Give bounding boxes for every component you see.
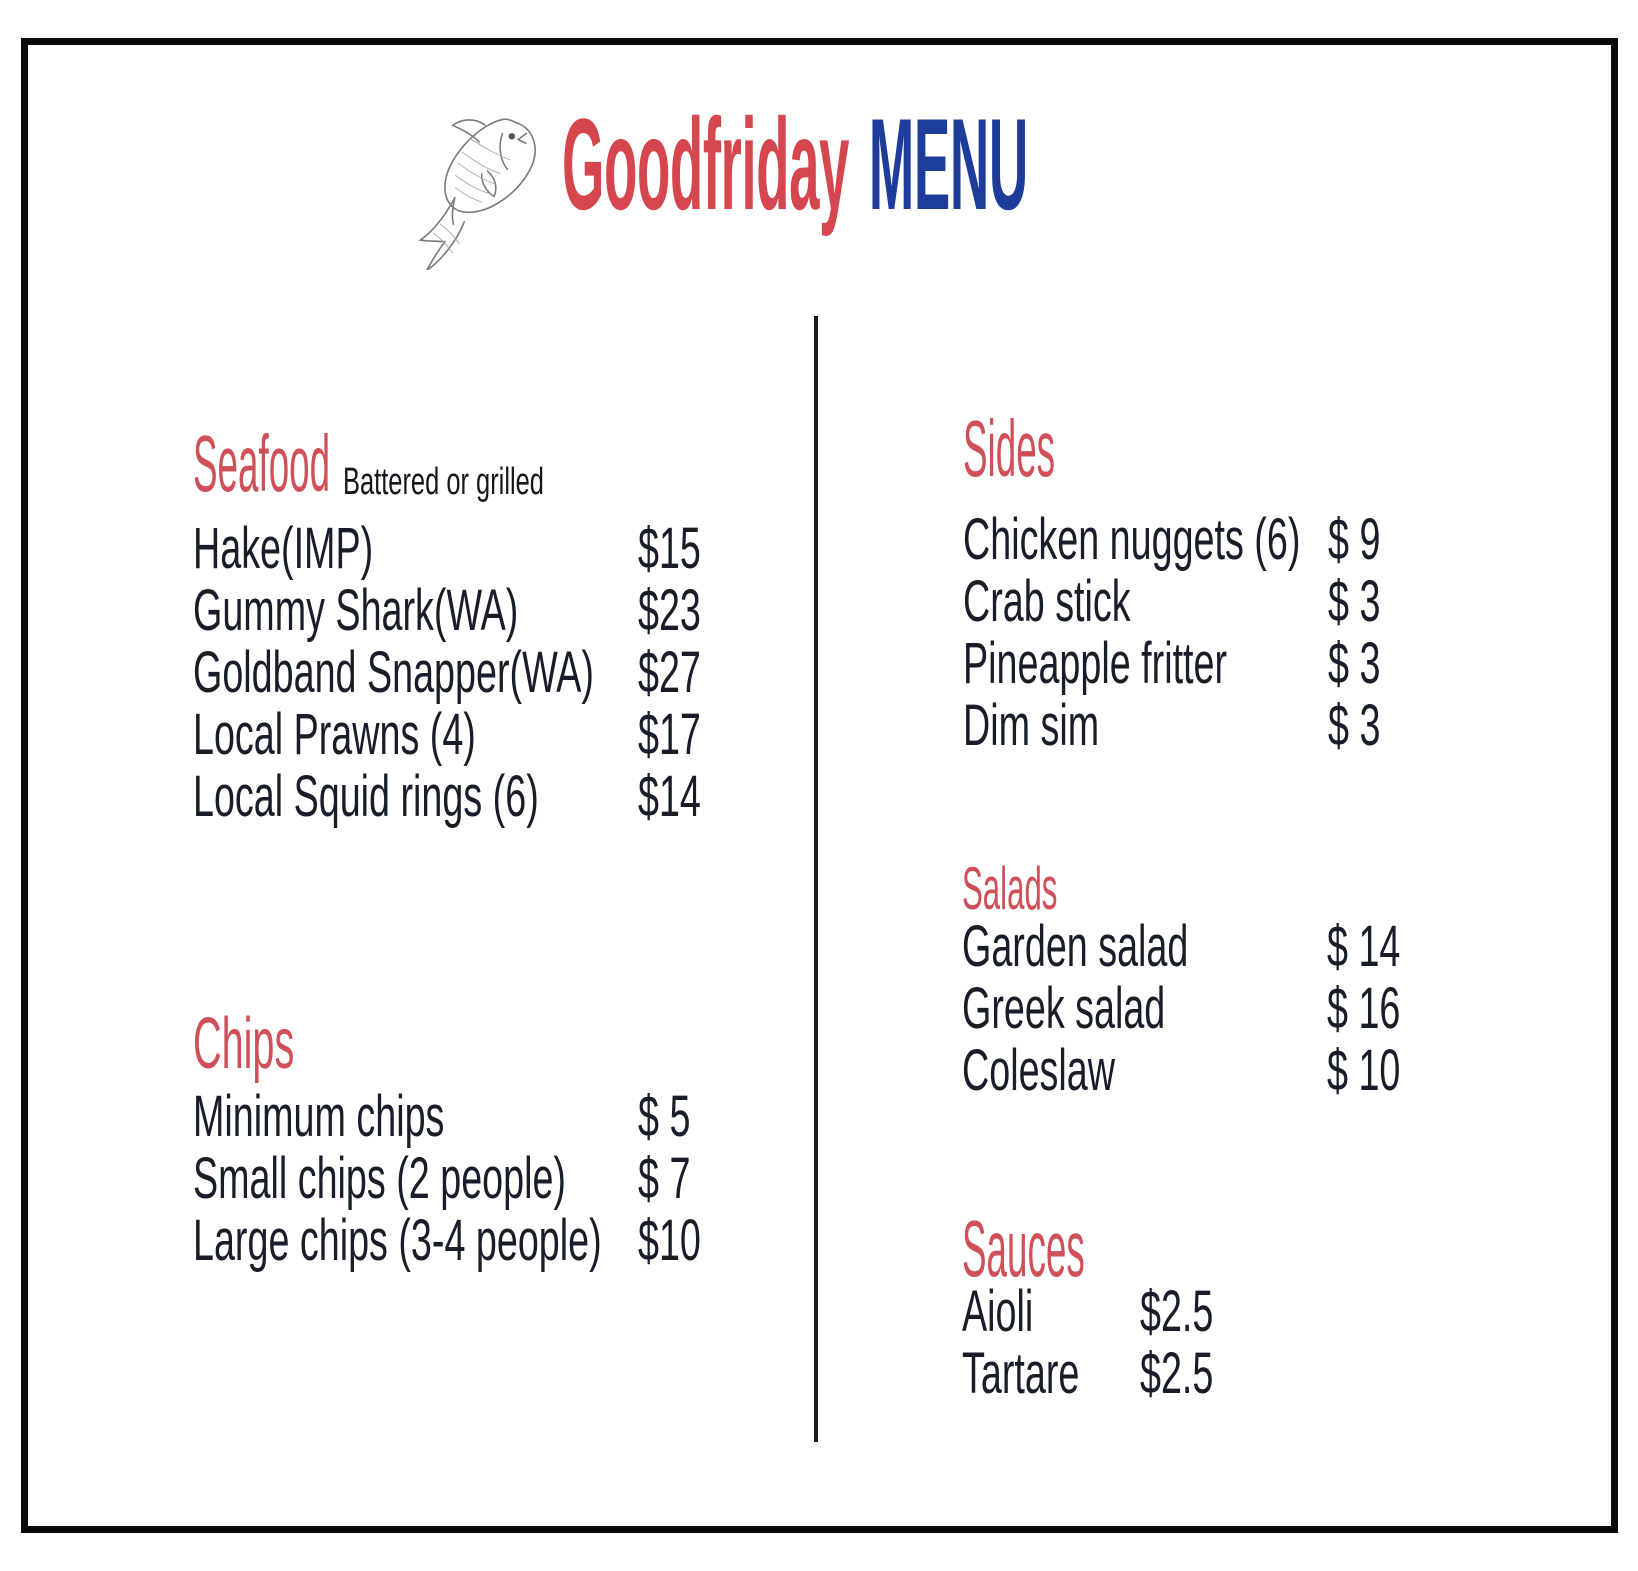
item-price: $ 9 — [1328, 507, 1381, 572]
column-divider-line — [814, 316, 818, 1442]
item-price: $ 10 — [1327, 1038, 1401, 1103]
item-price: $2.5 — [1140, 1279, 1214, 1344]
menu-item-coleslaw: Coleslaw $ 10 — [962, 1040, 1638, 1102]
seafood-item-list: Hake(IMP) $15 Gummy Shark(WA) $23 Goldba… — [193, 518, 953, 828]
section-title-sides: Sides — [963, 404, 1056, 493]
menu-item-small-chips: Small chips (2 people) $ 7 — [193, 1148, 953, 1210]
section-title-sauces: Sauces — [962, 1204, 1085, 1293]
menu-item-crab-stick: Crab stick $ 3 — [963, 571, 1638, 633]
menu-item-dim-sim: Dim sim $ 3 — [963, 695, 1638, 757]
item-name: Coleslaw — [962, 1038, 1115, 1103]
section-sauces: Sauces — [962, 1209, 1229, 1289]
section-chips: Chips — [193, 1008, 377, 1080]
item-name: Minimum chips — [193, 1084, 445, 1149]
item-price: $ 16 — [1327, 976, 1401, 1041]
chips-item-list: Minimum chips $ 5 Small chips (2 people)… — [193, 1086, 953, 1272]
page-title: Goodfriday MENU — [562, 99, 1028, 229]
item-name: Tartare — [962, 1341, 1080, 1406]
item-name: Goldband Snapper(WA) — [193, 640, 594, 705]
section-seafood: Seafood Battered or grilled — [193, 419, 544, 508]
menu-item-greek-salad: Greek salad $ 16 — [962, 978, 1638, 1040]
menu-item-gummy-shark: Gummy Shark(WA) $23 — [193, 580, 953, 642]
item-name: Chicken nuggets (6) — [963, 507, 1301, 572]
item-name: Dim sim — [963, 693, 1100, 758]
item-price: $17 — [638, 702, 701, 767]
item-name: Large chips (3-4 people) — [193, 1208, 602, 1273]
sides-item-list: Chicken nuggets (6) $ 9 Crab stick $ 3 P… — [963, 509, 1638, 757]
title-menu-text: MENU — [868, 91, 1029, 237]
item-price: $2.5 — [1140, 1341, 1214, 1406]
item-name: Crab stick — [963, 569, 1131, 634]
item-name: Local Prawns (4) — [193, 702, 476, 767]
item-price: $ 3 — [1328, 693, 1381, 758]
menu-item-minimum-chips: Minimum chips $ 5 — [193, 1086, 953, 1148]
section-title-seafood: Seafood — [193, 419, 331, 508]
item-price: $ 14 — [1327, 914, 1401, 979]
section-salads: Salads — [962, 859, 1145, 919]
menu-item-hake: Hake(IMP) $15 — [193, 518, 953, 580]
section-sides: Sides — [963, 409, 1163, 489]
item-name: Aioli — [962, 1279, 1034, 1344]
item-price: $ 5 — [638, 1084, 691, 1149]
section-subtitle-seafood: Battered or grilled — [343, 461, 544, 503]
menu-item-large-chips: Large chips (3-4 people) $10 — [193, 1210, 953, 1272]
item-price: $15 — [638, 516, 701, 581]
menu-item-garden-salad: Garden salad $ 14 — [962, 916, 1638, 978]
item-name: Pineapple fritter — [963, 631, 1228, 696]
section-title-chips: Chips — [193, 1004, 295, 1084]
item-price: $14 — [638, 764, 701, 829]
item-name: Gummy Shark(WA) — [193, 578, 519, 643]
menu-item-local-prawns: Local Prawns (4) $17 — [193, 704, 953, 766]
fish-sketch-icon — [418, 118, 536, 270]
item-name: Greek salad — [962, 976, 1166, 1041]
menu-item-goldband-snapper: Goldband Snapper(WA) $27 — [193, 642, 953, 704]
menu-item-tartare: Tartare $2.5 — [962, 1343, 1638, 1405]
item-price: $ 3 — [1328, 631, 1381, 696]
menu-item-chicken-nuggets: Chicken nuggets (6) $ 9 — [963, 509, 1638, 571]
sauces-item-list: Aioli $2.5 Tartare $2.5 — [962, 1281, 1638, 1405]
item-price: $ 3 — [1328, 569, 1381, 634]
item-name: Local Squid rings (6) — [193, 764, 539, 829]
item-price: $ 7 — [638, 1146, 691, 1211]
item-name: Hake(IMP) — [193, 516, 374, 581]
item-name: Small chips (2 people) — [193, 1146, 566, 1211]
menu-item-aioli: Aioli $2.5 — [962, 1281, 1638, 1343]
item-price: $10 — [638, 1208, 701, 1273]
title-brand-text: Goodfriday — [562, 91, 850, 237]
salads-item-list: Garden salad $ 14 Greek salad $ 16 Coles… — [962, 916, 1638, 1102]
menu-item-local-squid-rings: Local Squid rings (6) $14 — [193, 766, 953, 828]
menu-item-pineapple-fritter: Pineapple fritter $ 3 — [963, 633, 1638, 695]
item-price: $23 — [638, 578, 701, 643]
section-title-salads: Salads — [962, 855, 1058, 922]
item-name: Garden salad — [962, 914, 1189, 979]
page-border — [21, 38, 1618, 1533]
item-price: $27 — [638, 640, 701, 705]
